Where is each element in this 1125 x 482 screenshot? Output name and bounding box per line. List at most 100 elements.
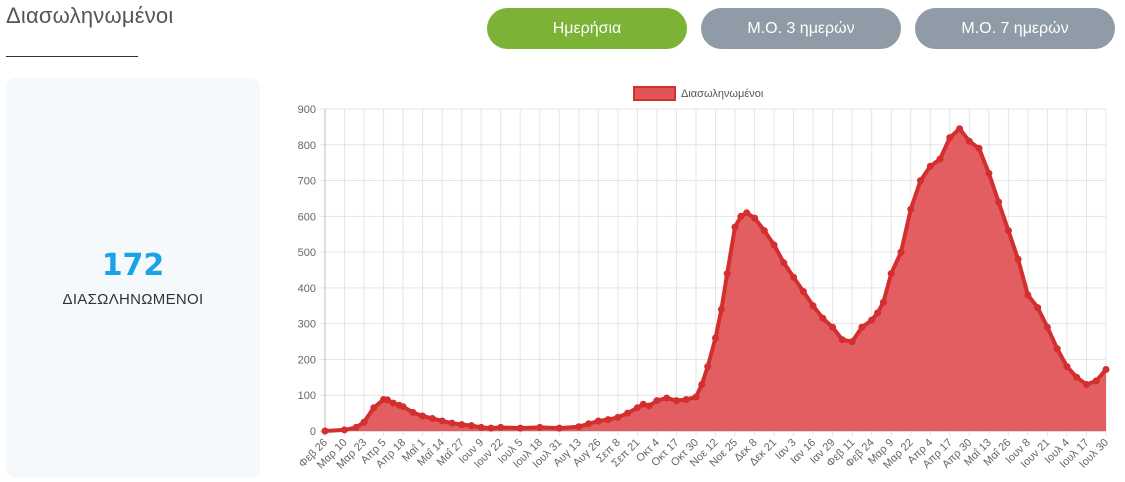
y-tick-label: 800	[298, 140, 316, 152]
y-tick-label: 600	[298, 211, 316, 223]
data-point	[682, 396, 690, 403]
data-point	[639, 400, 647, 408]
data-point	[926, 162, 934, 170]
data-point	[497, 423, 505, 431]
y-tick-label: 200	[298, 354, 316, 366]
data-point	[1063, 363, 1071, 371]
daily-button[interactable]: Ημερήσια	[487, 8, 687, 49]
data-point	[1004, 227, 1012, 235]
data-point	[448, 419, 456, 427]
data-point	[1043, 323, 1051, 331]
data-point	[341, 426, 348, 434]
data-point	[712, 334, 719, 342]
data-point	[936, 155, 944, 163]
data-point	[799, 288, 807, 295]
data-point	[575, 423, 583, 431]
data-point	[965, 137, 973, 145]
y-tick-label: 100	[298, 390, 316, 402]
data-point	[946, 134, 954, 142]
legend-label: Διασωληνωμένοι	[681, 88, 764, 100]
data-point	[819, 314, 827, 322]
data-point	[829, 323, 837, 331]
data-point	[1102, 366, 1110, 373]
data-point	[704, 363, 712, 371]
data-point	[653, 397, 661, 405]
data-point	[1073, 373, 1081, 381]
data-point	[438, 417, 446, 425]
data-point	[907, 205, 915, 213]
data-point	[645, 402, 653, 410]
data-point	[879, 298, 887, 306]
data-point	[874, 309, 882, 317]
stat-card: 172 ΔΙΑΣΩΛΗΝΩΜΕΝΟΙ	[6, 78, 260, 478]
data-point	[1014, 255, 1022, 263]
data-point	[731, 223, 739, 231]
data-point	[370, 404, 378, 412]
data-point	[604, 416, 612, 424]
data-point	[384, 396, 391, 404]
page-title: Διασωληνωμένοι	[6, 3, 174, 28]
data-point	[809, 302, 817, 310]
legend-swatch	[633, 86, 676, 101]
data-point	[389, 399, 397, 407]
y-tick-label: 400	[298, 283, 316, 295]
y-tick-label: 500	[298, 247, 316, 259]
data-point	[975, 144, 983, 152]
data-point	[743, 209, 751, 217]
data-point	[360, 418, 368, 426]
data-point	[487, 424, 495, 432]
data-point	[624, 409, 632, 417]
y-tick-label: 300	[298, 319, 316, 331]
data-point	[477, 423, 485, 431]
data-point	[321, 427, 329, 435]
data-point	[614, 413, 622, 421]
data-point	[536, 423, 544, 431]
data-point	[887, 270, 895, 278]
data-point	[1024, 291, 1032, 299]
data-point	[555, 424, 563, 432]
data-point	[419, 412, 427, 420]
data-point	[838, 336, 846, 344]
data-point	[663, 394, 671, 402]
data-point	[760, 227, 768, 235]
data-point	[897, 248, 905, 256]
data-point	[985, 169, 993, 177]
y-tick-label: 0	[310, 426, 316, 438]
data-point	[770, 241, 778, 249]
data-point	[399, 403, 407, 411]
data-point	[585, 420, 593, 428]
data-point	[1083, 381, 1090, 388]
data-point	[780, 259, 788, 267]
data-point	[698, 381, 706, 388]
intubated-count-value: 172	[101, 248, 165, 283]
data-point	[1034, 304, 1042, 312]
y-tick-label: 900	[298, 104, 316, 116]
data-point	[516, 424, 524, 432]
data-point	[1092, 377, 1100, 385]
data-point	[672, 397, 680, 405]
data-point	[723, 270, 731, 278]
title-underline	[6, 56, 138, 57]
data-point	[858, 323, 866, 331]
data-point	[692, 393, 700, 401]
intubated-count-label: ΔΙΑΣΩΛΗΝΩΜΕΝΟΙ	[62, 291, 204, 308]
data-point	[467, 422, 475, 430]
data-point	[790, 273, 798, 281]
moving-average-7-days-button[interactable]: Μ.Ο. 7 ημερών	[915, 8, 1115, 49]
data-point	[751, 214, 759, 222]
data-point	[633, 404, 641, 412]
data-point	[737, 212, 745, 220]
data-point	[995, 198, 1003, 206]
data-point	[409, 408, 417, 416]
data-point	[458, 421, 466, 429]
data-point	[868, 316, 876, 324]
data-point	[428, 415, 436, 422]
data-point	[1053, 345, 1061, 353]
data-point	[848, 338, 856, 346]
data-point	[717, 305, 725, 313]
moving-average-3-days-button[interactable]: Μ.Ο. 3 ημερών	[701, 8, 901, 49]
y-tick-label: 700	[298, 176, 316, 188]
data-point	[352, 423, 360, 431]
series-area	[325, 128, 1106, 431]
